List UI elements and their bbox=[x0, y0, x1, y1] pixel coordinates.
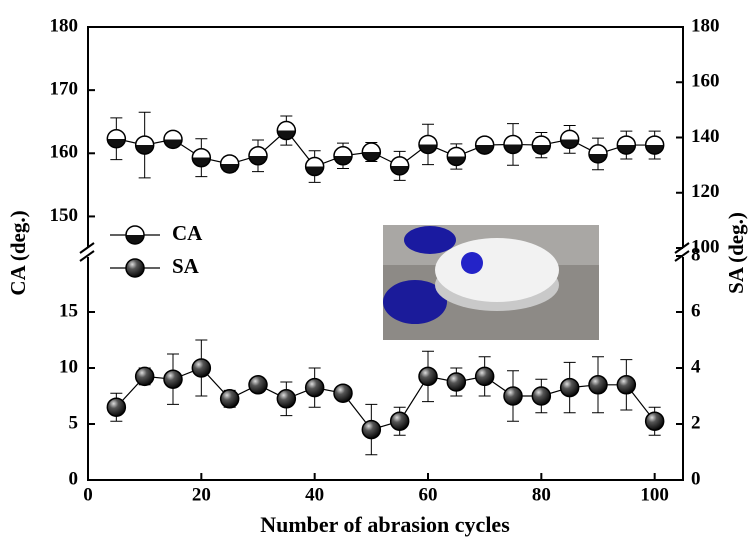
x-tick-label: 60 bbox=[419, 484, 438, 505]
marker bbox=[219, 154, 240, 174]
marker bbox=[531, 135, 552, 155]
x-tick-label: 80 bbox=[532, 484, 551, 505]
y2-tick-label: 2 bbox=[691, 412, 701, 433]
x-tick-label: 40 bbox=[305, 484, 324, 505]
marker bbox=[474, 366, 495, 387]
marker bbox=[446, 372, 467, 392]
marker bbox=[531, 386, 552, 406]
marker bbox=[616, 135, 637, 155]
y-tick-label: 160 bbox=[50, 142, 79, 163]
marker bbox=[503, 134, 523, 155]
y2-tick-label: 160 bbox=[691, 71, 720, 92]
marker bbox=[304, 377, 325, 398]
y-tick-label: 0 bbox=[69, 468, 79, 489]
marker bbox=[163, 129, 183, 150]
marker bbox=[106, 397, 127, 417]
marker bbox=[191, 358, 212, 378]
marker bbox=[644, 135, 665, 155]
marker bbox=[418, 366, 438, 387]
marker bbox=[644, 411, 665, 431]
marker bbox=[588, 144, 608, 164]
y-tick-label: 10 bbox=[59, 356, 78, 377]
y2-axis-label: SA (deg.) bbox=[724, 212, 748, 294]
x-axis-label: Number of abrasion cycles bbox=[260, 512, 510, 537]
marker bbox=[361, 419, 382, 440]
marker bbox=[559, 377, 580, 398]
marker bbox=[134, 366, 155, 387]
marker bbox=[134, 135, 155, 155]
y2-tick-label: 8 bbox=[691, 244, 701, 265]
marker bbox=[588, 375, 608, 395]
marker bbox=[503, 386, 523, 406]
marker bbox=[559, 129, 580, 150]
x-tick-label: 20 bbox=[192, 484, 211, 505]
x-tick-label: 100 bbox=[640, 484, 669, 505]
y-tick-label: 150 bbox=[50, 205, 79, 226]
y-axis-label: CA (deg.) bbox=[6, 210, 30, 295]
y2-tick-label: 6 bbox=[691, 300, 701, 321]
inset-photo bbox=[383, 225, 599, 340]
marker bbox=[276, 120, 297, 141]
y2-tick-label: 180 bbox=[691, 15, 720, 36]
y2-tick-label: 140 bbox=[691, 126, 720, 147]
y-tick-label: 170 bbox=[50, 79, 79, 100]
marker bbox=[248, 375, 268, 395]
legend-marker bbox=[125, 258, 145, 278]
x-tick-label: 0 bbox=[83, 484, 93, 505]
marker bbox=[191, 147, 212, 168]
marker bbox=[276, 389, 297, 409]
y2-tick-label: 100 bbox=[691, 236, 720, 257]
marker bbox=[446, 146, 467, 167]
marker bbox=[248, 146, 268, 166]
marker bbox=[616, 375, 637, 395]
y2-tick-label: 4 bbox=[691, 356, 701, 377]
y2-tick-label: 0 bbox=[691, 468, 701, 489]
marker bbox=[304, 156, 325, 177]
legend-label: CA bbox=[172, 221, 203, 245]
marker bbox=[418, 134, 438, 155]
legend-marker bbox=[125, 225, 145, 245]
marker bbox=[106, 129, 127, 149]
legend-label: SA bbox=[172, 254, 200, 278]
marker bbox=[163, 369, 183, 389]
y-tick-label: 5 bbox=[69, 412, 79, 433]
marker bbox=[333, 383, 353, 403]
marker bbox=[219, 389, 240, 409]
y-tick-label: 15 bbox=[59, 300, 78, 321]
series-line bbox=[115, 367, 656, 431]
marker bbox=[333, 146, 353, 166]
marker bbox=[361, 142, 382, 162]
marker bbox=[389, 156, 410, 176]
y-tick-label: 180 bbox=[50, 15, 79, 36]
marker bbox=[474, 135, 495, 155]
y2-tick-label: 120 bbox=[691, 181, 720, 202]
marker bbox=[389, 411, 410, 431]
